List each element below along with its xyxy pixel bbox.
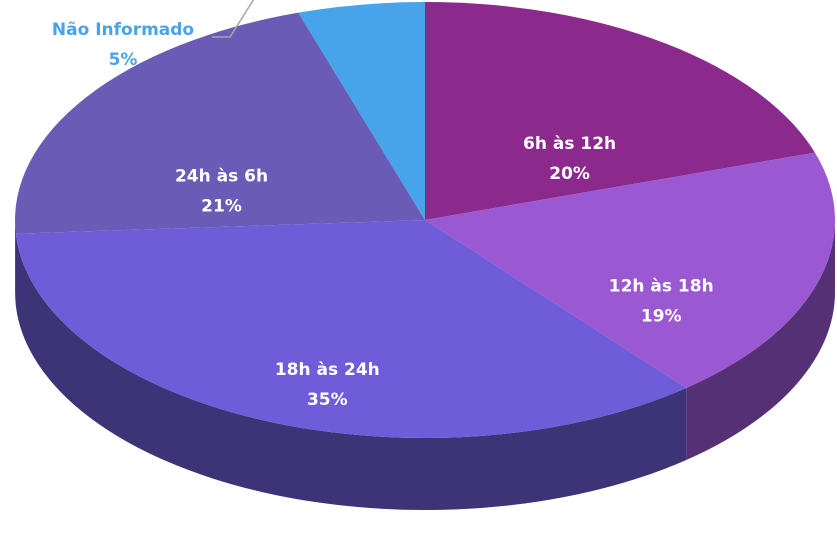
slice xyxy=(298,2,425,220)
slice-label: 6h às 12h xyxy=(523,134,616,154)
slice-label: Não Informado xyxy=(52,20,194,40)
slice-label: 12h às 18h xyxy=(609,276,714,296)
slice xyxy=(425,152,835,388)
leader-line xyxy=(212,0,255,38)
slice xyxy=(15,220,687,438)
slice-side xyxy=(15,233,687,510)
slice-value-label: 19% xyxy=(641,306,682,326)
slice-value-label: 35% xyxy=(307,390,348,410)
slice-value-label: 20% xyxy=(549,164,590,184)
slice-label: 24h às 6h xyxy=(175,166,268,186)
slice-value-label: 21% xyxy=(201,196,242,216)
slice-side xyxy=(686,220,835,460)
slice xyxy=(15,12,425,234)
slice-side xyxy=(15,220,16,306)
slice xyxy=(425,2,815,220)
slice-value-label: 5% xyxy=(109,50,138,70)
slice-label: 18h às 24h xyxy=(275,360,380,380)
